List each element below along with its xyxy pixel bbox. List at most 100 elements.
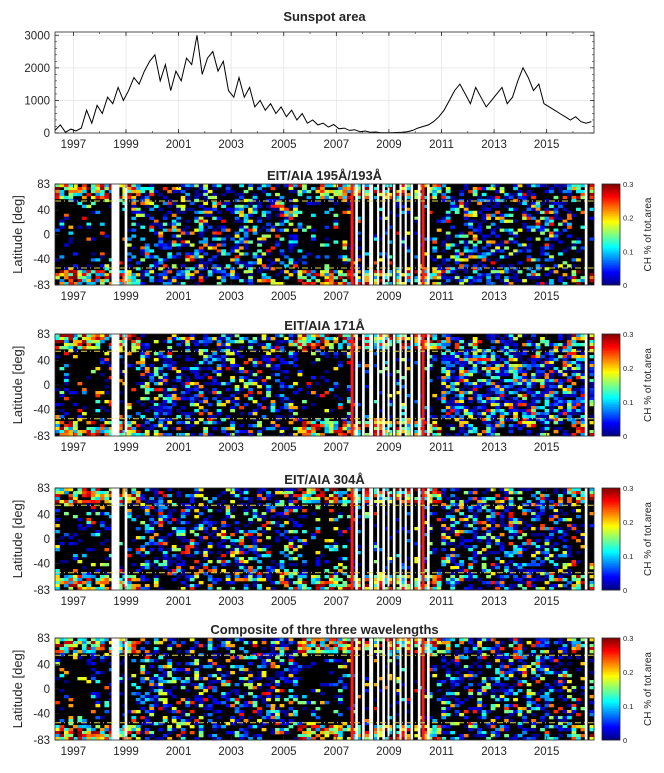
colorbar-segment: [602, 237, 620, 240]
heatmap-cell: [126, 575, 132, 579]
heatmap-cell: [427, 346, 433, 350]
heatmap-cell: [571, 240, 577, 244]
heatmap-cell: [194, 349, 200, 353]
heatmap-cell: [450, 503, 456, 507]
heatmap-cell: [441, 192, 447, 197]
heatmap-cell: [454, 279, 460, 283]
heatmap-cell: [328, 584, 334, 588]
heatmap-cell: [436, 276, 442, 280]
heatmap-cell: [544, 252, 550, 256]
heatmap-cell: [243, 430, 249, 434]
heatmap-cell: [279, 500, 285, 504]
heatmap-cell: [436, 264, 442, 268]
heatmap-cell: [198, 258, 204, 262]
heatmap-cell: [180, 207, 186, 212]
heatmap-cell: [167, 198, 173, 203]
heatmap-cell: [463, 243, 469, 247]
heatmap-cell: [140, 225, 146, 229]
heatmap-cell: [221, 430, 226, 434]
heatmap-cell: [270, 358, 276, 362]
heatmap-cell: [490, 352, 496, 356]
heatmap-cell: [589, 276, 595, 280]
heatmap-cell: [486, 334, 491, 338]
heatmap-cell: [337, 334, 343, 338]
heatmap-cell: [198, 225, 204, 229]
heatmap-cell: [140, 424, 146, 428]
heatmap-cell: [355, 364, 361, 368]
heatmap-cell: [194, 533, 200, 537]
colorbar-segment: [602, 229, 620, 232]
heatmap-cell: [108, 282, 114, 286]
heatmap-cell: [459, 192, 465, 197]
heatmap-cell: [468, 400, 474, 404]
heatmap-cell: [544, 343, 550, 347]
heatmap-cell: [279, 430, 285, 434]
heatmap-cell: [212, 379, 217, 383]
heatmap-cell: [198, 376, 204, 380]
heatmap-cell: [239, 367, 244, 371]
heatmap-cell: [540, 225, 545, 229]
heatmap-cell: [418, 424, 424, 428]
colorbar-segment: [602, 184, 620, 187]
heatmap-cell: [445, 406, 451, 410]
heatmap-cell: [234, 403, 240, 407]
heatmap-cell: [311, 533, 316, 537]
heatmap-cell: [284, 385, 289, 389]
heatmap-cell: [414, 337, 420, 341]
heatmap-cell: [131, 222, 137, 226]
heatmap-cell: [508, 340, 514, 344]
heatmap-cell: [567, 394, 572, 398]
colorbar-segment: [602, 359, 620, 362]
colorbar-segment: [602, 335, 620, 338]
heatmap-cell: [373, 186, 379, 191]
heatmap-cell: [333, 518, 339, 522]
heatmap-cell: [418, 578, 424, 582]
heatmap-cell: [117, 184, 123, 188]
heatmap-cell: [450, 551, 456, 555]
heatmap-cell: [558, 222, 563, 226]
heatmap-cell: [77, 430, 83, 434]
heatmap-cell: [216, 400, 222, 404]
colorbar-segment: [602, 368, 620, 371]
heatmap-cell: [441, 391, 447, 395]
heatmap-cell: [257, 201, 262, 206]
heatmap-cell: [149, 216, 155, 220]
heatmap-cell: [400, 421, 406, 425]
heatmap-cell: [207, 243, 213, 247]
heatmap-cell: [378, 334, 384, 338]
heatmap-cell: [162, 258, 168, 262]
heatmap-cell: [342, 497, 348, 501]
heatmap-cell: [140, 503, 146, 507]
heatmap-cell: [167, 349, 173, 353]
heatmap-cell: [68, 427, 74, 431]
heatmap-cell: [86, 518, 92, 522]
heatmap-cell: [540, 391, 545, 395]
heatmap-cell: [355, 258, 361, 262]
chart-title: Sunspot area: [283, 9, 366, 24]
heatmap-cell: [221, 279, 226, 283]
heatmap-cell: [234, 560, 240, 564]
heatmap-cell: [185, 240, 191, 244]
heatmap-cell: [306, 497, 312, 501]
heatmap-cell: [499, 243, 505, 247]
heatmap-cell: [243, 270, 249, 274]
heatmap-cell: [194, 340, 200, 344]
heatmap-cell: [427, 587, 433, 591]
heatmap-cell: [95, 184, 101, 188]
heatmap-cell: [522, 373, 527, 377]
heatmap-cell: [499, 364, 505, 368]
heatmap-cell: [355, 488, 361, 492]
heatmap-cell: [248, 198, 253, 203]
heatmap-cell: [117, 279, 123, 283]
heatmap-cell: [198, 231, 204, 235]
heatmap-cell: [459, 563, 465, 567]
data-gap-stripe: [382, 184, 385, 285]
heatmap-cell: [571, 184, 577, 188]
heatmap-cell: [414, 255, 420, 259]
heatmap-cell: [423, 494, 429, 498]
heatmap-cell: [337, 403, 343, 407]
heatmap-cell: [189, 358, 195, 362]
heatmap-cell: [126, 237, 132, 241]
heatmap-cell: [59, 219, 65, 223]
heatmap-cell: [171, 189, 177, 194]
